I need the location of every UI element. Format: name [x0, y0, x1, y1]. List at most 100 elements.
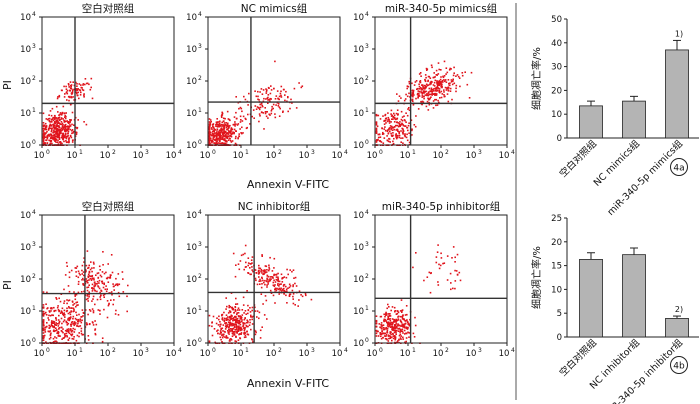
- scatter-point: [422, 86, 424, 88]
- scatter-point: [58, 129, 61, 131]
- scatter-point: [75, 318, 78, 321]
- scatter-point: [65, 135, 67, 138]
- scatter-point: [406, 95, 409, 98]
- scatter-point: [43, 136, 46, 139]
- scatter-point: [220, 328, 222, 331]
- scatter-point: [240, 333, 242, 335]
- scatter-point: [259, 329, 262, 332]
- y-tick-label: 10: [20, 307, 31, 317]
- scatter-point: [293, 277, 295, 279]
- scatter-point: [52, 330, 55, 332]
- scatter-point: [216, 130, 218, 132]
- scatter-point: [221, 136, 224, 139]
- x-tick-exponent: 3: [311, 347, 315, 354]
- scatter-point: [77, 119, 79, 121]
- bar-y-tick-label: 5: [557, 309, 562, 319]
- scatter-point: [264, 283, 266, 286]
- scatter-point: [59, 129, 62, 132]
- scatter-point: [68, 95, 70, 98]
- scatter-point: [268, 264, 270, 267]
- scatter-point: [71, 301, 74, 303]
- scatter-point: [285, 285, 287, 288]
- scatter-point: [72, 304, 74, 306]
- scatter-point: [417, 90, 420, 92]
- scatter-point: [63, 302, 65, 304]
- scatter-point: [259, 337, 262, 339]
- scatter-point: [379, 332, 381, 334]
- bar-y-tick-label: 0: [557, 333, 562, 343]
- scatter-point: [70, 307, 72, 309]
- scatter-point: [391, 306, 394, 308]
- scatter-point: [60, 121, 63, 123]
- scatter-point: [421, 92, 424, 94]
- scatter-point: [42, 332, 45, 334]
- scatter-point: [403, 99, 406, 102]
- scatter-point: [387, 119, 389, 121]
- x-tick-exponent: 4: [344, 347, 348, 354]
- scatter-point: [99, 274, 102, 277]
- scatter-point: [59, 113, 61, 116]
- scatter-point: [236, 322, 238, 324]
- scatter-point: [70, 316, 72, 318]
- scatter-point: [234, 275, 237, 278]
- scatter-point: [274, 284, 276, 286]
- scatter-point: [244, 252, 246, 255]
- scatter-point: [77, 270, 80, 273]
- scatter-point: [419, 80, 422, 82]
- y-tick-exponent: 2: [198, 75, 202, 82]
- scatter-point: [90, 86, 92, 89]
- scatter-point: [288, 294, 291, 297]
- scatter-point: [269, 256, 271, 259]
- scatter-point: [101, 282, 104, 285]
- scatter-point: [58, 133, 61, 135]
- scatter-point: [59, 300, 62, 303]
- scatter-point: [251, 266, 253, 268]
- scatter-point: [101, 271, 104, 273]
- scatter-point: [264, 295, 267, 297]
- scatter-point: [232, 317, 235, 320]
- scatter-point: [236, 124, 239, 126]
- scatter-point: [42, 328, 45, 331]
- scatter-point: [439, 81, 442, 83]
- scatter-point: [66, 310, 69, 312]
- scatter-point: [279, 92, 282, 95]
- scatter-point: [379, 136, 382, 138]
- scatter-point: [418, 73, 421, 75]
- scatter-point: [81, 269, 83, 272]
- x-tick-exponent: 3: [478, 347, 482, 354]
- scatter-point: [42, 315, 45, 317]
- scatter-point: [220, 129, 222, 132]
- scatter-point: [68, 271, 71, 274]
- scatter-point: [48, 120, 51, 123]
- scatter-point: [420, 89, 423, 91]
- scatter-point: [221, 142, 224, 144]
- scatter-point: [211, 334, 214, 337]
- scatter-point: [377, 139, 379, 142]
- scatter-point: [224, 134, 227, 137]
- scatter-point: [242, 322, 244, 324]
- scatter-point: [77, 291, 80, 294]
- scatter-point: [412, 90, 415, 93]
- scatter-point: [94, 332, 97, 335]
- scatter-point: [397, 319, 399, 321]
- scatter-point: [45, 341, 47, 343]
- scatter-point: [76, 89, 79, 91]
- scatter-point: [241, 314, 244, 316]
- scatter-point: [88, 309, 91, 311]
- scatter-point: [377, 114, 380, 117]
- scatter-point: [117, 291, 120, 294]
- scatter-point: [224, 140, 227, 142]
- x-tick-exponent: 1: [412, 347, 416, 354]
- scatter-point: [387, 340, 390, 342]
- scatter-point: [275, 274, 278, 276]
- scatter-point: [112, 303, 114, 306]
- scatter-point: [57, 117, 60, 119]
- scatter-point: [411, 129, 413, 132]
- scatter-point: [415, 252, 417, 254]
- scatter-point: [288, 283, 291, 286]
- scatter-point: [405, 305, 408, 307]
- scatter-point: [419, 81, 422, 84]
- scatter-point: [451, 98, 453, 101]
- scatter-point: [393, 114, 396, 117]
- y-tick-exponent: 4: [198, 11, 202, 18]
